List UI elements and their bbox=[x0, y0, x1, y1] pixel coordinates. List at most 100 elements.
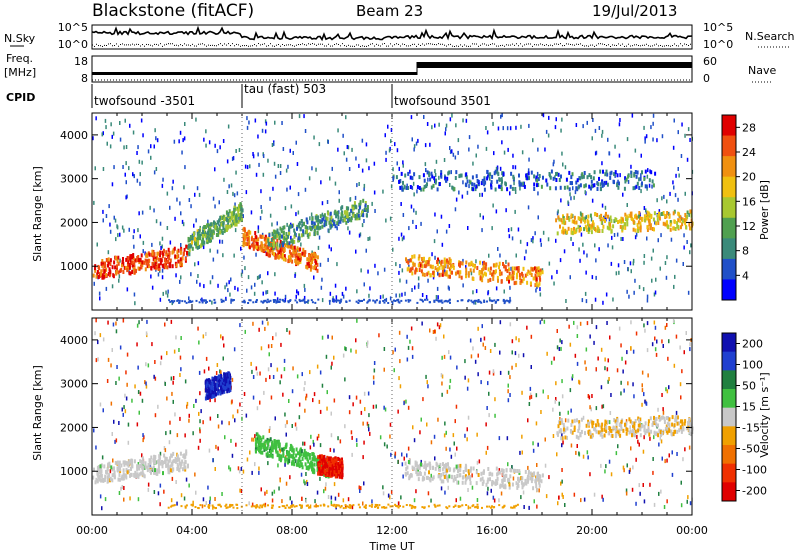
y-tick-label: 4000 bbox=[60, 129, 88, 142]
speckle bbox=[672, 319, 675, 323]
feature-1-cell bbox=[223, 376, 226, 381]
feature-2-cell bbox=[278, 444, 280, 448]
speckle bbox=[646, 236, 648, 241]
feature-5-cell bbox=[665, 214, 668, 219]
speckle bbox=[126, 194, 128, 199]
noise-search-dot bbox=[560, 43, 561, 45]
feature-1-cell bbox=[214, 387, 216, 391]
feature-0-cell bbox=[101, 263, 104, 268]
feature-0-cell bbox=[181, 263, 183, 267]
speckle bbox=[159, 297, 162, 302]
feature-6-cell bbox=[538, 174, 541, 178]
feature-0-cell bbox=[122, 257, 124, 261]
feature-0-cell bbox=[177, 466, 180, 471]
feature-5-cell bbox=[555, 218, 558, 223]
feature-0-cell bbox=[97, 465, 100, 470]
feature-4-cell bbox=[427, 270, 430, 275]
feature-2-cell bbox=[274, 442, 277, 447]
speckle bbox=[118, 491, 121, 495]
feature-1-cell bbox=[237, 219, 240, 224]
ground-scatter-cell bbox=[441, 301, 444, 304]
speckle bbox=[540, 242, 542, 247]
speckle bbox=[658, 491, 660, 496]
speckle bbox=[684, 447, 686, 452]
speckle bbox=[205, 332, 207, 336]
feature-6-cell bbox=[490, 180, 493, 185]
feature-4-cell bbox=[411, 271, 414, 276]
speckle bbox=[351, 505, 354, 510]
speckle bbox=[616, 368, 619, 373]
speckle bbox=[246, 457, 249, 462]
feature-0-cell bbox=[154, 256, 157, 261]
noise-search-dot bbox=[344, 45, 345, 47]
speckle bbox=[651, 184, 653, 189]
feature-5-cell bbox=[676, 221, 679, 226]
speckle bbox=[629, 261, 632, 266]
feature-4-cell bbox=[465, 274, 467, 279]
noise-search-dot bbox=[648, 45, 649, 47]
speckle bbox=[101, 132, 103, 137]
noise-search-dot bbox=[362, 45, 363, 47]
speckle bbox=[666, 323, 668, 327]
speckle bbox=[435, 336, 437, 341]
feature-6-cell bbox=[613, 172, 616, 177]
feature-0-cell bbox=[131, 260, 134, 265]
speckle bbox=[494, 413, 496, 418]
freq-label: Freq. bbox=[6, 52, 33, 65]
feature-5-cell bbox=[686, 214, 689, 219]
feature-3-cell bbox=[297, 236, 300, 241]
feature-4-cell bbox=[459, 263, 461, 268]
speckle bbox=[512, 165, 514, 170]
speckle bbox=[165, 431, 167, 436]
speckle bbox=[467, 505, 470, 510]
feature-5-cell bbox=[604, 219, 606, 223]
speckle bbox=[269, 375, 271, 380]
feature-2-cell bbox=[308, 257, 311, 262]
feature-4-cell bbox=[522, 276, 525, 281]
feature-0-cell bbox=[148, 252, 151, 257]
ground-scatter-cell bbox=[461, 299, 464, 302]
feature-4-cell bbox=[429, 264, 432, 269]
speckle bbox=[675, 173, 677, 178]
speckle bbox=[633, 394, 635, 399]
feature-4-cell bbox=[519, 276, 521, 281]
freq-low-segment bbox=[92, 72, 417, 75]
speckle bbox=[532, 239, 534, 244]
feature-3-cell bbox=[352, 206, 355, 211]
speckle bbox=[269, 213, 272, 218]
y-tick-label: 1000 bbox=[60, 260, 88, 273]
speckle bbox=[252, 395, 255, 400]
feature-4-cell bbox=[420, 269, 423, 274]
noise-search-dot bbox=[190, 45, 191, 47]
feature-5-cell bbox=[594, 212, 597, 216]
feature-5-cell bbox=[584, 224, 587, 229]
speckle bbox=[115, 438, 118, 443]
speckle bbox=[519, 186, 521, 191]
feature-5-cell bbox=[636, 222, 639, 227]
feature-3-cell bbox=[281, 234, 283, 239]
feature-0-cell bbox=[141, 463, 143, 467]
feature-5-cell bbox=[664, 222, 667, 227]
feature-4-cell bbox=[487, 278, 490, 283]
speckle bbox=[392, 247, 394, 252]
speckle bbox=[159, 268, 161, 273]
speckle bbox=[607, 358, 609, 363]
feature-1-cell bbox=[217, 388, 220, 393]
feature-5-cell bbox=[624, 212, 627, 217]
ground-scatter-cell bbox=[479, 300, 482, 303]
feature-5-cell bbox=[639, 228, 642, 233]
feature-1-cell bbox=[218, 226, 221, 231]
speckle bbox=[586, 120, 588, 125]
feature-0-cell bbox=[98, 266, 101, 271]
speckle bbox=[414, 285, 416, 290]
feature-6-cell bbox=[605, 169, 608, 174]
noise-search-dot bbox=[242, 45, 243, 47]
speckle bbox=[150, 155, 152, 160]
speckle bbox=[311, 166, 313, 171]
noise-search-dot bbox=[684, 43, 685, 45]
speckle bbox=[102, 167, 105, 171]
speckle bbox=[307, 299, 309, 304]
feature-0-cell bbox=[159, 250, 162, 255]
feature-2-cell bbox=[261, 243, 264, 248]
speckle bbox=[455, 123, 457, 128]
